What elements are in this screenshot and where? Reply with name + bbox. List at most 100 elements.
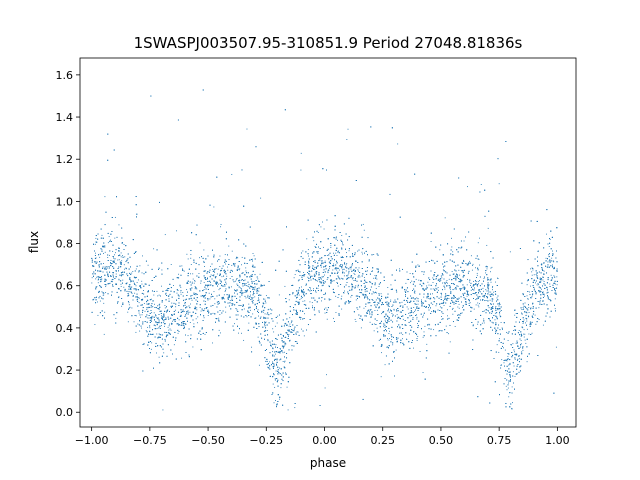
data-point — [548, 260, 550, 262]
data-point — [464, 303, 466, 305]
data-point — [430, 312, 431, 314]
data-point — [322, 246, 324, 248]
data-point — [199, 307, 201, 309]
data-point — [337, 239, 338, 241]
data-point — [343, 275, 345, 277]
data-point — [335, 278, 337, 280]
data-point — [513, 330, 514, 331]
data-point — [466, 295, 468, 297]
data-point — [322, 221, 323, 223]
data-point — [225, 281, 227, 283]
data-point — [265, 321, 267, 323]
data-point — [165, 311, 167, 313]
data-point — [156, 308, 158, 310]
data-point — [308, 265, 310, 266]
data-point — [177, 289, 179, 291]
data-point — [384, 324, 386, 326]
data-point — [445, 299, 447, 300]
data-point — [495, 281, 497, 283]
data-point — [520, 346, 521, 348]
data-point — [369, 321, 371, 323]
data-point — [275, 400, 276, 402]
data-point — [418, 279, 420, 281]
data-point — [424, 325, 426, 327]
data-point — [314, 268, 316, 270]
data-point — [194, 288, 196, 290]
data-point — [548, 254, 549, 256]
data-point — [114, 216, 116, 218]
data-point — [235, 280, 237, 282]
data-point — [446, 309, 448, 311]
data-point — [219, 255, 221, 257]
data-point — [446, 280, 448, 281]
data-point — [507, 387, 509, 389]
data-point — [296, 341, 298, 343]
data-point — [117, 297, 119, 299]
data-point — [157, 295, 159, 297]
data-point — [439, 249, 441, 251]
data-point — [451, 308, 453, 310]
data-point — [458, 307, 460, 309]
data-point — [462, 307, 463, 308]
data-point — [485, 289, 487, 291]
data-point — [172, 320, 173, 322]
data-point — [341, 234, 343, 236]
data-point — [513, 365, 515, 367]
data-point — [441, 318, 443, 320]
data-point — [449, 289, 451, 291]
data-point — [227, 269, 229, 271]
data-point — [112, 274, 114, 276]
data-point — [158, 318, 160, 320]
data-point — [383, 322, 385, 324]
data-point — [512, 402, 513, 404]
data-point — [358, 270, 360, 272]
data-point — [517, 358, 519, 360]
data-point — [254, 296, 256, 298]
data-point — [213, 274, 215, 276]
data-point — [477, 302, 479, 304]
data-point — [284, 337, 286, 338]
data-point — [309, 266, 311, 268]
data-point — [308, 255, 309, 257]
data-point — [194, 280, 196, 281]
data-point — [191, 281, 193, 283]
data-point — [290, 329, 292, 330]
data-point — [120, 252, 122, 254]
data-point — [314, 262, 316, 263]
data-point — [328, 254, 329, 256]
data-point — [213, 291, 215, 293]
data-point — [437, 275, 438, 277]
data-point — [556, 284, 558, 286]
data-point — [310, 293, 312, 295]
data-point — [146, 308, 148, 310]
data-point — [346, 252, 347, 254]
data-point — [443, 305, 445, 306]
data-point — [267, 338, 269, 340]
data-point — [98, 270, 100, 272]
data-point — [411, 280, 413, 282]
data-point — [190, 264, 192, 265]
data-point — [492, 286, 494, 288]
data-point — [353, 255, 354, 257]
data-point — [505, 385, 507, 387]
data-point — [292, 293, 294, 295]
data-point — [279, 367, 280, 369]
data-point — [277, 369, 279, 370]
data-point — [510, 344, 512, 346]
data-point — [554, 298, 556, 300]
data-point — [207, 315, 209, 316]
data-point — [230, 286, 232, 288]
data-point — [499, 310, 501, 312]
data-point — [480, 184, 482, 185]
data-point — [468, 303, 470, 304]
data-point — [460, 270, 462, 272]
data-point — [269, 361, 270, 363]
data-point — [290, 331, 292, 333]
data-point — [204, 308, 206, 310]
data-point — [437, 287, 439, 288]
data-point — [97, 282, 99, 284]
data-point — [523, 333, 525, 335]
data-point — [246, 285, 248, 287]
data-point — [96, 276, 98, 278]
data-point — [227, 266, 228, 268]
